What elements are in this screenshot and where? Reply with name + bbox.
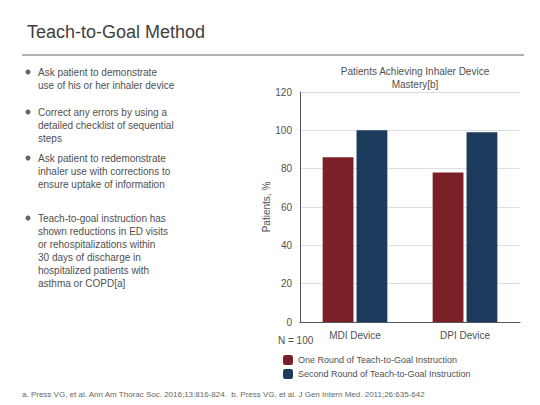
svg-text:Correct any errors by using a: Correct any errors by using a (38, 107, 167, 118)
svg-text:Teach-to-Goal Method: Teach-to-Goal Method (27, 22, 205, 42)
svg-text:use of his or her inhaler devi: use of his or her inhaler device (38, 80, 175, 91)
svg-text:80: 80 (281, 163, 293, 174)
svg-text:or rehospitalizations within: or rehospitalizations within (38, 239, 155, 250)
svg-text:Patients, %: Patients, % (261, 182, 272, 233)
svg-text:Ask patient to demonstrate: Ask patient to demonstrate (38, 67, 157, 78)
svg-text:Patients Achieving Inhaler Dev: Patients Achieving Inhaler Device (341, 66, 490, 77)
svg-text:shown reductions in ED visits: shown reductions in ED visits (38, 226, 168, 237)
svg-text:a. Press VG, et al. Ann Am Tho: a. Press VG, et al. Ann Am Thorac Soc. 2… (22, 390, 425, 399)
svg-text:N = 100: N = 100 (278, 335, 314, 346)
svg-text:Teach-to-goal instruction has: Teach-to-goal instruction has (38, 213, 166, 224)
svg-text:0: 0 (286, 317, 292, 328)
svg-text:Mastery[b]: Mastery[b] (392, 79, 439, 90)
svg-text:One Round of Teach-to-Goal Ins: One Round of Teach-to-Goal Instruction (298, 355, 457, 365)
svg-text:Ask patient to redemonstrate: Ask patient to redemonstrate (38, 153, 166, 164)
svg-text:steps: steps (38, 133, 62, 144)
svg-text:Second Round of Teach-to-Goal: Second Round of Teach-to-Goal Instructio… (298, 369, 470, 379)
svg-text:detailed checklist of sequenti: detailed checklist of sequential (38, 120, 174, 131)
svg-text:hospitalized patients with: hospitalized patients with (38, 265, 149, 276)
svg-text:DPI Device: DPI Device (440, 330, 490, 341)
svg-text:20: 20 (281, 278, 293, 289)
svg-text:100: 100 (275, 125, 292, 136)
svg-text:ensure uptake of information: ensure uptake of information (38, 179, 165, 190)
svg-text:asthma or COPD[a]: asthma or COPD[a] (38, 278, 125, 289)
svg-text:MDI Device: MDI Device (329, 330, 381, 341)
svg-text:30 days of discharge in: 30 days of discharge in (38, 252, 141, 263)
svg-text:inhaler use with corrections t: inhaler use with corrections to (38, 166, 171, 177)
svg-text:120: 120 (275, 87, 292, 98)
svg-text:40: 40 (281, 240, 293, 251)
svg-text:60: 60 (281, 202, 293, 213)
